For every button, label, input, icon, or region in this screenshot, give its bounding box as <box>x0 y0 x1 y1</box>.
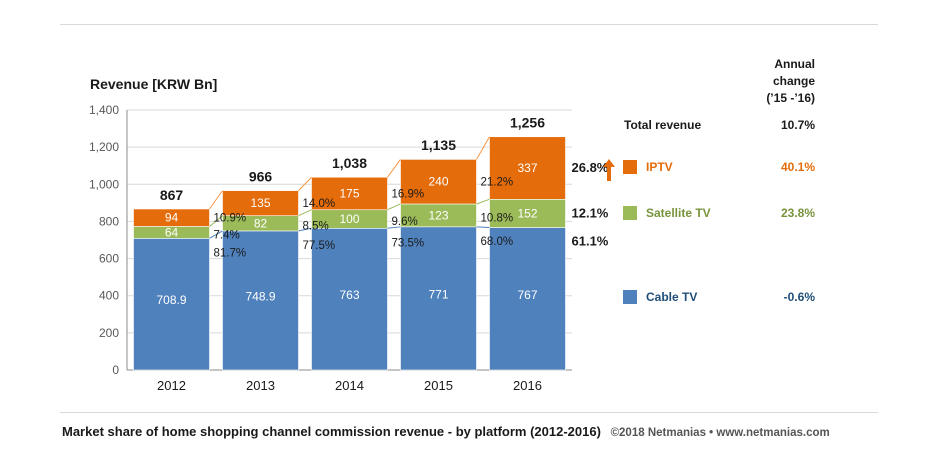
y-axis-title: Revenue [KRW Bn] <box>90 76 218 92</box>
legend-iptv-swatch <box>623 160 637 174</box>
bottom-rule <box>60 412 878 413</box>
share-label: 16.9% <box>392 188 425 200</box>
legend-cable-swatch <box>623 290 637 304</box>
bar-value-label: 100 <box>339 212 359 226</box>
y-tick-label: 600 <box>99 252 119 266</box>
share-label: 10.9% <box>214 213 247 225</box>
top-rule <box>60 24 878 25</box>
legend-cable-value: -0.6% <box>783 290 815 304</box>
x-tick-label: 2016 <box>513 378 542 393</box>
legend-iptv-label: IPTV <box>646 160 673 174</box>
x-tick-label: 2012 <box>157 378 186 393</box>
bar-cable-tv <box>133 238 210 371</box>
bar-iptv <box>222 190 299 216</box>
share-label: 73.5% <box>392 237 425 249</box>
y-tick-label: 400 <box>99 289 119 303</box>
bar-value-label: 175 <box>339 186 359 200</box>
y-tick-label: 1,200 <box>89 140 119 154</box>
legend-header-line1: Annual <box>774 57 815 71</box>
bar-cable-tv <box>222 230 299 371</box>
share-label: 12.1% <box>572 205 609 220</box>
bar-iptv <box>311 176 388 211</box>
legend-total-label: Total revenue <box>624 118 702 132</box>
bar-value-label: 123 <box>428 208 448 222</box>
bar-value-label: 767 <box>517 288 537 302</box>
footer-caption: Market share of home shopping channel co… <box>62 424 601 439</box>
legend-total-value: 10.7% <box>780 118 815 132</box>
share-label: 26.8% <box>572 160 609 175</box>
bar-iptv <box>489 136 566 200</box>
y-tick-label: 800 <box>99 214 119 228</box>
y-tick-label: 200 <box>99 326 119 340</box>
share-label: 10.8% <box>481 212 514 224</box>
y-tick-label: 1,400 <box>89 103 119 117</box>
footer: Market share of home shopping channel co… <box>62 424 830 439</box>
share-label: 61.1% <box>572 234 609 249</box>
bar-value-label: 152 <box>517 206 537 220</box>
x-tick-label: 2015 <box>424 378 453 393</box>
share-label: 8.5% <box>303 220 329 232</box>
legend-iptv-value: 40.1% <box>780 160 815 174</box>
legend-satellite-value: 23.8% <box>780 206 815 220</box>
bar-value-label: 748.9 <box>245 289 275 303</box>
x-tick-label: 2014 <box>335 378 364 393</box>
bar-value-label: 94 <box>165 211 179 225</box>
share-label: 21.2% <box>481 177 514 189</box>
total-label: 1,135 <box>421 137 456 153</box>
total-label: 867 <box>160 187 184 203</box>
bar-iptv <box>400 159 477 205</box>
bar-iptv <box>133 208 210 227</box>
total-label: 966 <box>249 169 273 185</box>
share-label: 81.7% <box>214 247 247 259</box>
bar-satellite-tv <box>489 199 566 228</box>
legend-cable-label: Cable TV <box>646 290 698 304</box>
share-label: 14.0% <box>303 198 336 210</box>
x-tick-label: 2013 <box>246 378 275 393</box>
y-tick-label: 1,000 <box>89 177 119 191</box>
legend-header-line2: change <box>772 74 815 88</box>
share-label: 77.5% <box>303 240 336 252</box>
bar-value-label: 763 <box>339 288 359 302</box>
total-label: 1,038 <box>332 155 367 171</box>
legend-header-line3: (’15 -’16) <box>766 91 815 105</box>
bar-value-label: 82 <box>254 216 268 230</box>
up-arrow-icon <box>603 159 615 181</box>
legend-satellite-swatch <box>623 206 637 220</box>
bar-value-label: 337 <box>517 161 537 175</box>
share-label: 9.6% <box>392 216 418 228</box>
legend-header: Annual change (’15 -’16) <box>740 56 815 107</box>
stacked-bar-chart: 0 200 400 600 800 1,000 1,200 1,400 708.9 748.9 76… <box>89 103 609 393</box>
y-tick-label: 0 <box>112 363 119 377</box>
total-label: 1,256 <box>510 115 545 131</box>
legend-satellite-label: Satellite TV <box>646 206 711 220</box>
share-label: 68.0% <box>481 236 514 248</box>
bar-value-label: 64 <box>165 225 179 239</box>
bar-value-label: 135 <box>250 196 270 210</box>
bar-value-label: 708.9 <box>156 293 186 307</box>
share-label: 7.4% <box>214 229 240 241</box>
bar-cable-tv <box>489 227 566 371</box>
bar-value-label: 240 <box>428 175 448 189</box>
bar-value-label: 771 <box>428 287 448 301</box>
footer-copyright: ©2018 Netmanias • www.netmanias.com <box>610 427 830 439</box>
